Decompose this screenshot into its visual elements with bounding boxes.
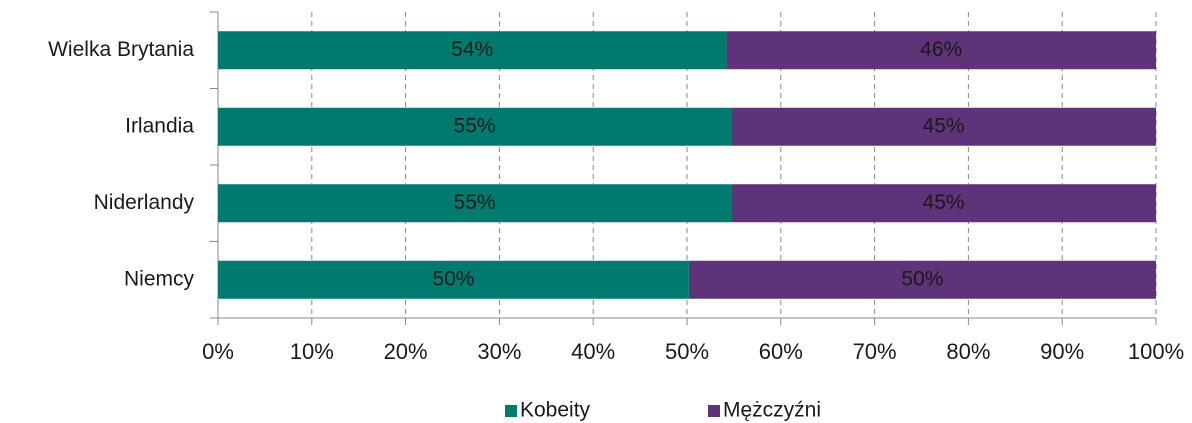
bar-segment bbox=[218, 107, 732, 146]
bar-segment bbox=[731, 184, 1156, 223]
data-label: 55% bbox=[454, 114, 496, 137]
data-label: 45% bbox=[923, 191, 965, 214]
y-tick-label: Wielka Brytania bbox=[48, 38, 194, 61]
x-tick-label: 90% bbox=[1040, 339, 1084, 364]
x-tick-label: 30% bbox=[477, 339, 521, 364]
data-label: 46% bbox=[920, 38, 962, 61]
x-tick-label: 50% bbox=[665, 339, 709, 364]
bar-segment bbox=[218, 31, 727, 70]
x-tick-label: 70% bbox=[853, 339, 897, 364]
bar-segment bbox=[688, 260, 1156, 299]
data-label: 50% bbox=[901, 267, 943, 290]
data-label: 50% bbox=[432, 267, 474, 290]
x-tick-label: 60% bbox=[759, 339, 803, 364]
x-tick-label: 40% bbox=[571, 339, 615, 364]
legend-label: Mężczyźni bbox=[723, 399, 821, 422]
legend-swatch bbox=[708, 405, 720, 417]
bar-segment bbox=[218, 260, 689, 299]
legend-label: Kobeity bbox=[520, 399, 591, 422]
x-tick-label: 80% bbox=[946, 339, 990, 364]
data-label: 45% bbox=[923, 114, 965, 137]
legend-swatch bbox=[505, 405, 517, 417]
x-tick-label: 10% bbox=[290, 339, 334, 364]
y-tick-label: Niderlandy bbox=[94, 191, 195, 214]
x-tick-label: 100% bbox=[1128, 339, 1184, 364]
x-tick-label: 0% bbox=[202, 339, 234, 364]
y-tick-label: Irlandia bbox=[125, 114, 194, 137]
y-tick-label: Niemcy bbox=[124, 267, 195, 290]
bar-segment bbox=[218, 184, 732, 223]
data-label: 54% bbox=[451, 38, 493, 61]
bar-segment bbox=[731, 107, 1156, 146]
x-tick-label: 20% bbox=[384, 339, 428, 364]
bar-segment bbox=[726, 31, 1156, 70]
data-label: 55% bbox=[454, 191, 496, 214]
